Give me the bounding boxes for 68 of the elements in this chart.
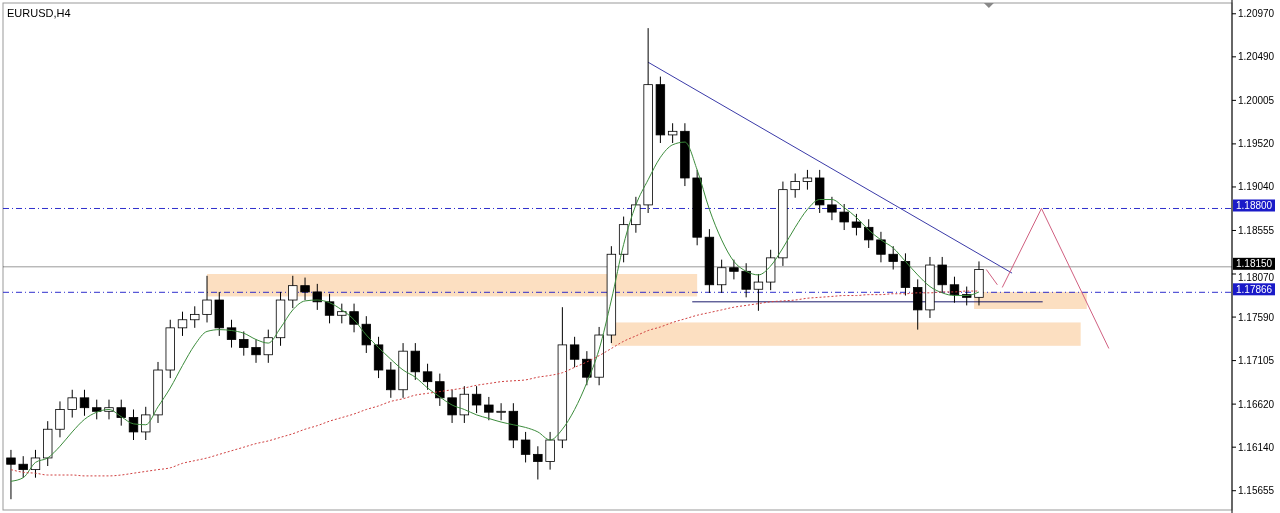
- y-tick-label: 1.19520: [1238, 138, 1275, 150]
- candlestick: [447, 389, 457, 424]
- candlestick: [937, 256, 947, 294]
- candlestick: [435, 373, 445, 407]
- y-tick-label: 1.15655: [1238, 485, 1275, 497]
- chart-title: EURUSD,H4: [7, 7, 71, 19]
- candlestick: [459, 385, 470, 424]
- candlestick: [300, 277, 310, 301]
- candlestick: [18, 455, 28, 479]
- candlestick: [263, 329, 273, 364]
- candlestick: [92, 399, 102, 420]
- candlestick: [471, 385, 482, 414]
- y-tick-label: 1.17590: [1238, 311, 1275, 323]
- candlestick: [422, 363, 433, 391]
- candlestick: [716, 259, 727, 294]
- candlestick: [251, 339, 261, 364]
- candlestick: [520, 431, 531, 463]
- candlestick: [790, 173, 800, 199]
- y-tick-label: 1.18555: [1238, 224, 1275, 236]
- candlestick: [410, 342, 421, 381]
- candlestick: [141, 406, 151, 441]
- ref-line-label: 1.17866: [1236, 283, 1273, 295]
- candlestick: [6, 449, 16, 500]
- candlestick: [337, 303, 347, 324]
- candlestick: [888, 245, 898, 271]
- candlestick: [361, 315, 371, 354]
- candlestick: [288, 275, 298, 309]
- candlestick: [484, 396, 494, 421]
- candlestick: [545, 431, 555, 471]
- ref-line-label: 1.18150: [1236, 258, 1273, 270]
- candlestick: [913, 278, 923, 331]
- candlestick: [876, 231, 886, 263]
- candlestick: [128, 409, 139, 441]
- candlestick: [202, 275, 212, 323]
- candlestick: [851, 213, 862, 236]
- ref-line-label: 1.18800: [1236, 199, 1273, 211]
- y-tick-label: 1.20490: [1238, 51, 1275, 63]
- candlestick: [839, 203, 849, 231]
- candlestick: [67, 389, 77, 419]
- candlestick: [226, 319, 237, 349]
- candlestick: [55, 400, 65, 438]
- candlestick: [533, 445, 543, 480]
- y-tick-label: 1.17105: [1238, 355, 1275, 367]
- y-tick-label: 1.16140: [1238, 441, 1275, 453]
- y-tick-label: 1.20970: [1238, 8, 1275, 20]
- candlestick: [177, 311, 188, 337]
- candlestick: [239, 330, 249, 357]
- candlestick: [949, 276, 960, 304]
- candlestick: [569, 336, 580, 368]
- candlestick: [582, 350, 592, 386]
- candlestick: [741, 262, 751, 298]
- candlestick: [631, 196, 641, 234]
- candlestick: [116, 399, 126, 427]
- candlestick: [827, 196, 837, 221]
- candlestick: [667, 122, 678, 144]
- candlestick: [324, 293, 335, 324]
- y-tick-label: 1.16620: [1238, 398, 1275, 410]
- candlestick: [802, 169, 813, 191]
- candlestick: [729, 259, 739, 280]
- candlestick: [386, 361, 396, 399]
- candlestick: [864, 218, 874, 249]
- y-tick-label: 1.19040: [1238, 181, 1275, 193]
- y-tick-label: 1.20005: [1238, 94, 1275, 106]
- candlestick: [79, 389, 90, 417]
- candlestick: [496, 402, 506, 421]
- candlestick: [753, 273, 764, 312]
- y-tick-label: 1.18070: [1238, 272, 1275, 284]
- candlestick: [190, 305, 200, 329]
